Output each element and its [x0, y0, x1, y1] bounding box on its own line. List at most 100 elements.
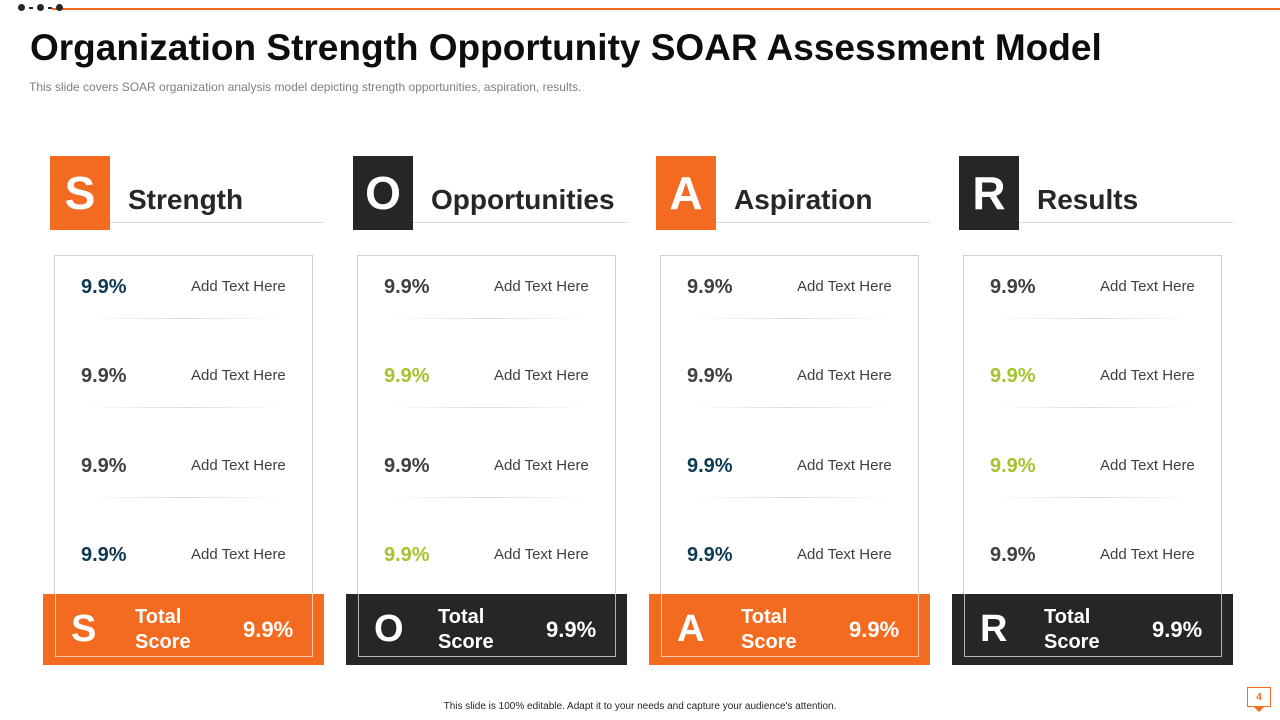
- metric-text[interactable]: Add Text Here: [1100, 546, 1195, 563]
- total-score-bar: A Total Score 9.9%: [649, 593, 930, 665]
- metric-value: 9.9%: [81, 455, 127, 477]
- column-letter-badge: S: [50, 156, 110, 230]
- list-item: 9.9% Add Text Here: [358, 536, 615, 576]
- column-title: Results: [1037, 184, 1139, 215]
- divider: [85, 318, 285, 319]
- page-subtitle: This slide covers SOAR organization anal…: [29, 80, 582, 94]
- metric-text[interactable]: Add Text Here: [797, 278, 892, 295]
- metric-text[interactable]: Add Text Here: [494, 457, 589, 474]
- dots-ornament-icon: [18, 4, 63, 11]
- total-letter: O: [374, 608, 404, 650]
- metric-value: 9.9%: [687, 455, 733, 477]
- total-score-frame: [661, 593, 919, 657]
- divider: [994, 318, 1194, 319]
- total-letter: R: [980, 608, 1008, 650]
- metric-value: 9.9%: [990, 455, 1036, 477]
- metric-text[interactable]: Add Text Here: [1100, 278, 1195, 295]
- total-score-frame: [358, 593, 616, 657]
- page-number-pointer-icon: [1254, 707, 1264, 712]
- metric-text[interactable]: Add Text Here: [797, 367, 892, 384]
- metric-text[interactable]: Add Text Here: [1100, 367, 1195, 384]
- metric-text[interactable]: Add Text Here: [1100, 457, 1195, 474]
- list-item: 9.9% Add Text Here: [55, 268, 312, 308]
- total-score-label: Total Score: [135, 606, 191, 653]
- total-score-label: Total Score: [438, 606, 494, 653]
- total-score-value: 9.9%: [1152, 617, 1203, 642]
- metric-value: 9.9%: [81, 544, 127, 566]
- total-score-value: 9.9%: [849, 617, 900, 642]
- metric-text[interactable]: Add Text Here: [191, 546, 286, 563]
- list-item: 9.9% Add Text Here: [55, 357, 312, 397]
- metric-value: 9.9%: [990, 276, 1036, 298]
- total-score-frame: [55, 593, 313, 657]
- divider: [691, 318, 891, 319]
- total-score-label: Total Score: [1044, 606, 1100, 653]
- metric-value: 9.9%: [81, 276, 127, 298]
- divider: [994, 407, 1194, 408]
- metric-text[interactable]: Add Text Here: [191, 367, 286, 384]
- list-item: 9.9% Add Text Here: [964, 536, 1221, 576]
- column-letter-badge: O: [353, 156, 413, 230]
- list-item: 9.9% Add Text Here: [964, 357, 1221, 397]
- total-score-label: Total Score: [741, 606, 797, 653]
- divider: [413, 222, 627, 223]
- divider: [1019, 222, 1233, 223]
- divider: [388, 497, 588, 498]
- soar-column-aspiration: A Aspiration 9.9% Add Text Here 9.9% Add…: [649, 156, 941, 666]
- column-title: Opportunities: [431, 184, 615, 215]
- total-score-bar: R Total Score 9.9%: [952, 593, 1233, 665]
- total-score-frame: [964, 593, 1222, 657]
- list-item: 9.9% Add Text Here: [964, 447, 1221, 487]
- metrics-card: 9.9% Add Text Here 9.9% Add Text Here 9.…: [357, 255, 616, 595]
- total-letter: A: [677, 608, 705, 650]
- list-item: 9.9% Add Text Here: [661, 536, 918, 576]
- top-accent-line: [52, 8, 1280, 10]
- metric-text[interactable]: Add Text Here: [797, 546, 892, 563]
- metrics-card: 9.9% Add Text Here 9.9% Add Text Here 9.…: [963, 255, 1222, 595]
- metric-text[interactable]: Add Text Here: [191, 457, 286, 474]
- list-item: 9.9% Add Text Here: [358, 357, 615, 397]
- divider: [994, 497, 1194, 498]
- page-title: Organization Strength Opportunity SOAR A…: [30, 27, 1102, 68]
- page-number-badge: 4: [1247, 687, 1271, 707]
- metric-text[interactable]: Add Text Here: [797, 457, 892, 474]
- column-letter-badge: R: [959, 156, 1019, 230]
- metric-value: 9.9%: [384, 455, 430, 477]
- divider: [691, 407, 891, 408]
- metric-text[interactable]: Add Text Here: [494, 546, 589, 563]
- metric-value: 9.9%: [687, 365, 733, 387]
- total-score-bar: S Total Score 9.9%: [43, 593, 324, 665]
- metric-text[interactable]: Add Text Here: [494, 367, 589, 384]
- metric-value: 9.9%: [81, 365, 127, 387]
- metric-text[interactable]: Add Text Here: [494, 278, 589, 295]
- divider: [85, 497, 285, 498]
- metric-value: 9.9%: [384, 365, 430, 387]
- metric-value: 9.9%: [384, 544, 430, 566]
- column-title: Strength: [128, 184, 244, 215]
- column-title: Aspiration: [734, 184, 873, 215]
- list-item: 9.9% Add Text Here: [55, 536, 312, 576]
- soar-column-strength: S Strength 9.9% Add Text Here 9.9% Add T…: [43, 156, 335, 666]
- footnote: This slide is 100% editable. Adapt it to…: [443, 701, 837, 712]
- list-item: 9.9% Add Text Here: [55, 447, 312, 487]
- list-item: 9.9% Add Text Here: [358, 447, 615, 487]
- divider: [388, 407, 588, 408]
- list-item: 9.9% Add Text Here: [358, 268, 615, 308]
- column-letter-badge: A: [656, 156, 716, 230]
- total-letter: S: [71, 608, 97, 650]
- total-score-value: 9.9%: [546, 617, 597, 642]
- list-item: 9.9% Add Text Here: [661, 447, 918, 487]
- metric-value: 9.9%: [990, 365, 1036, 387]
- metric-text[interactable]: Add Text Here: [191, 278, 286, 295]
- list-item: 9.9% Add Text Here: [661, 268, 918, 308]
- metrics-card: 9.9% Add Text Here 9.9% Add Text Here 9.…: [660, 255, 919, 595]
- divider: [691, 497, 891, 498]
- metric-value: 9.9%: [990, 544, 1036, 566]
- list-item: 9.9% Add Text Here: [964, 268, 1221, 308]
- soar-column-results: R Results 9.9% Add Text Here 9.9% Add Te…: [952, 156, 1244, 666]
- soar-column-opportunities: O Opportunities 9.9% Add Text Here 9.9% …: [346, 156, 638, 666]
- divider: [716, 222, 930, 223]
- metric-value: 9.9%: [687, 276, 733, 298]
- total-score-value: 9.9%: [243, 617, 294, 642]
- divider: [85, 407, 285, 408]
